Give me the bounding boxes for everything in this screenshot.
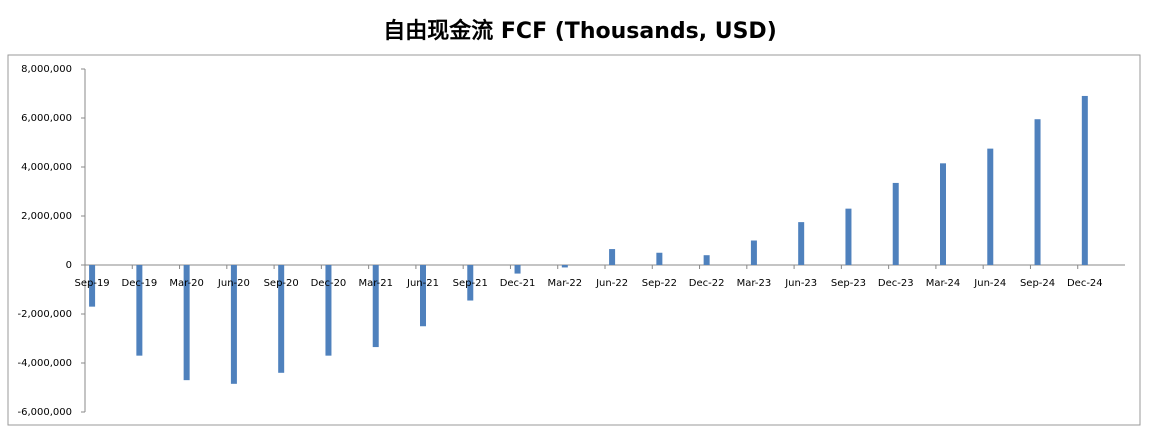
bar [561,265,568,268]
bar [703,255,710,265]
chart-title: 自由现金流 FCF (Thousands, USD) [383,18,777,44]
x-tick-label: Sep-22 [642,278,677,289]
x-tick-label: Mar-23 [737,278,772,289]
x-tick-label: Jun-20 [217,278,250,289]
x-tick-label: Mar-21 [358,278,393,289]
x-tick-label: Sep-24 [1020,278,1055,289]
bar [1034,119,1041,265]
bar [845,208,852,265]
bar [230,265,237,384]
bar [89,265,96,307]
x-tick-label: Dec-23 [878,278,914,289]
x-tick-label: Sep-23 [831,278,866,289]
bar [278,265,285,373]
bar [798,222,805,265]
x-tick-label: Dec-22 [689,278,725,289]
y-tick-label: -2,000,000 [17,309,72,320]
bar [750,240,757,265]
bar [514,265,521,274]
bar [136,265,143,356]
bar [372,265,379,348]
x-tick-label: Sep-21 [453,278,488,289]
y-tick-label: -6,000,000 [17,407,72,418]
bar [892,182,899,265]
y-tick-label: 2,000,000 [21,211,72,222]
x-tick-label: Jun-22 [595,278,628,289]
x-tick-label: Mar-20 [169,278,204,289]
bar [420,265,426,327]
y-tick-label: 4,000,000 [21,162,72,173]
bar [987,148,994,265]
chart-frame [7,54,1141,426]
x-tick-label: Dec-21 [500,278,536,289]
bar [940,163,946,265]
x-tick-label: Dec-20 [311,278,347,289]
x-tick-label: Jun-23 [784,278,817,289]
x-tick-label: Mar-22 [548,278,583,289]
x-tick-label: Jun-21 [406,278,439,289]
y-tick-label: 8,000,000 [21,64,72,75]
bar [325,265,332,356]
bar [656,252,663,265]
y-tick-label: 6,000,000 [21,113,72,124]
x-tick-label: Dec-24 [1067,278,1103,289]
y-tick-label: 0 [66,260,72,271]
bar [467,265,474,301]
x-tick-label: Sep-20 [264,278,299,289]
x-tick-label: Jun-24 [973,278,1006,289]
bar [609,249,616,265]
bar [1081,95,1088,265]
bar [183,265,190,381]
x-tick-label: Mar-24 [926,278,961,289]
x-tick-label: Dec-19 [122,278,158,289]
x-tick-label: Sep-19 [74,278,109,289]
y-tick-label: -4,000,000 [17,358,72,369]
